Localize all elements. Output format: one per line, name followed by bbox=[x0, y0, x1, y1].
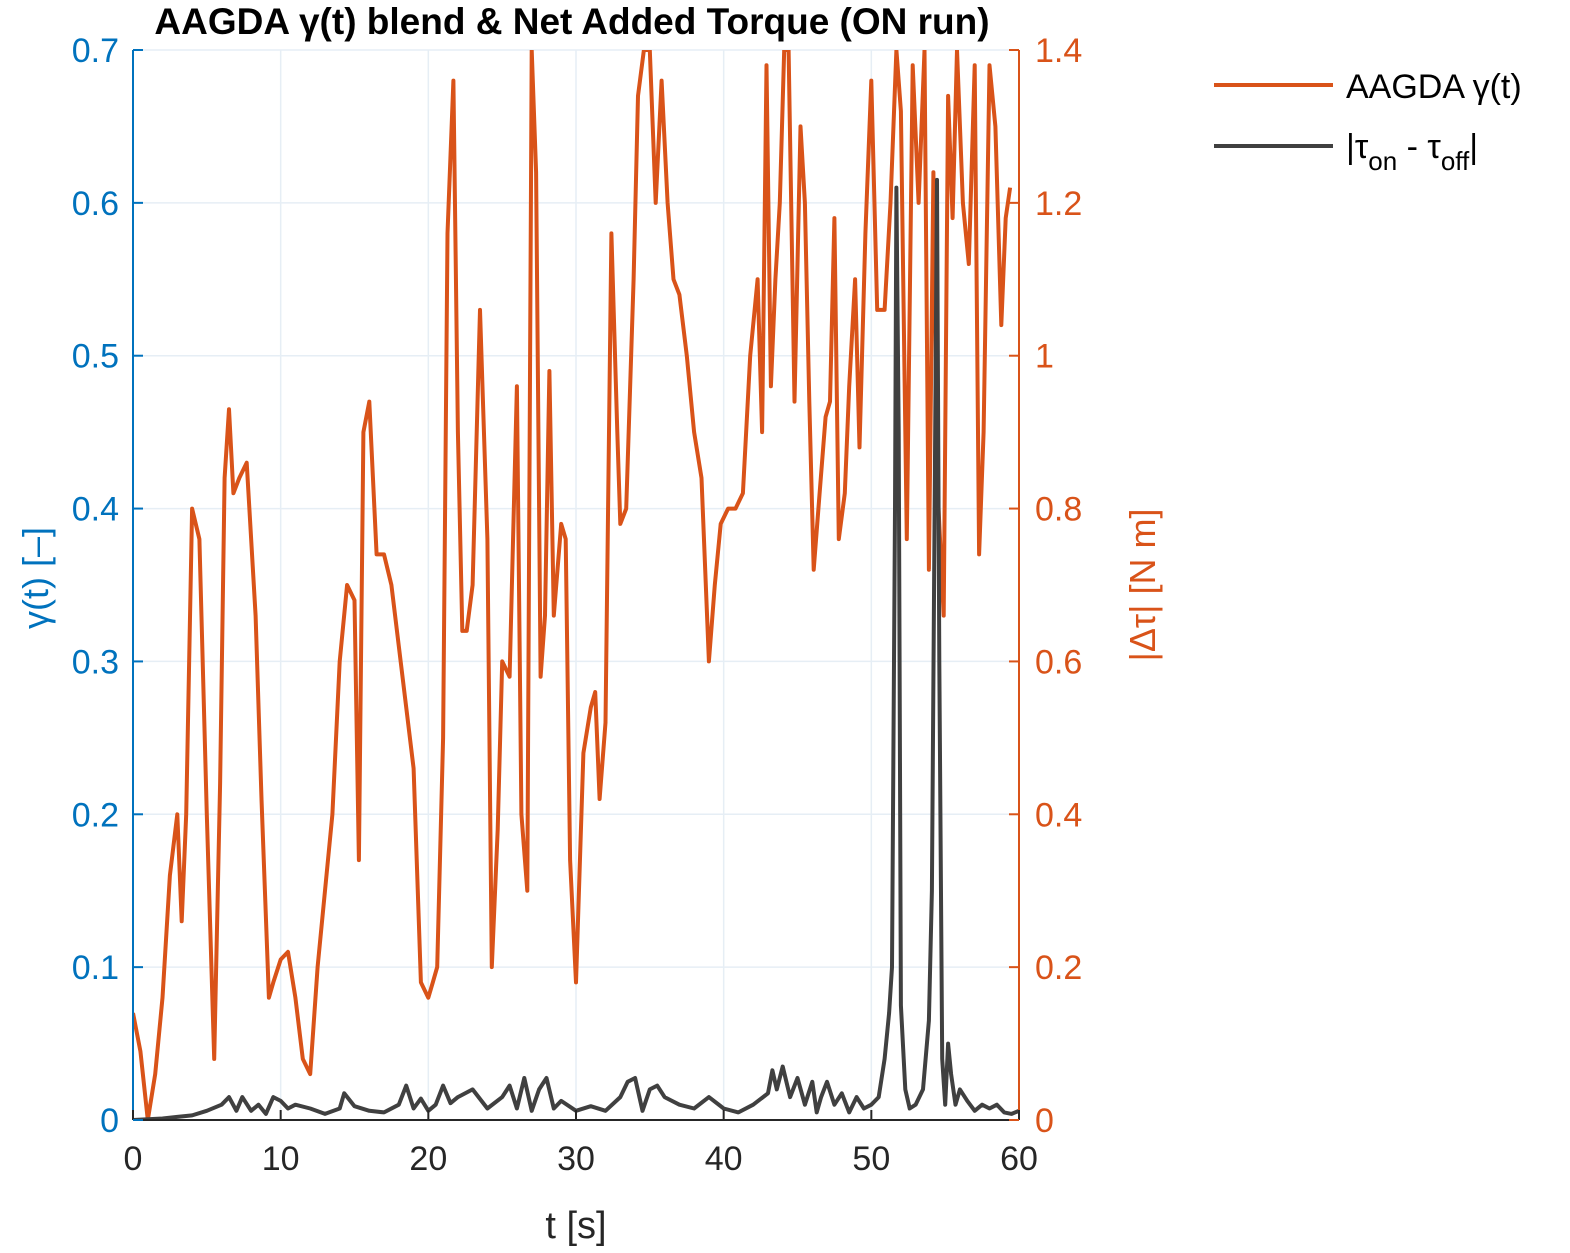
y-left-tick-label: 0.2 bbox=[72, 796, 119, 834]
legend: AAGDA γ(t) |τon - τoff| bbox=[1214, 68, 1522, 176]
y-right-tick-label: 0.6 bbox=[1035, 643, 1082, 681]
series-gamma-line bbox=[133, 50, 1013, 1120]
legend-torque-sub-on: on bbox=[1368, 146, 1397, 176]
legend-label-gamma: AAGDA γ(t) bbox=[1346, 68, 1522, 106]
legend-torque-part-1: |τ bbox=[1346, 128, 1369, 166]
y-axis-label-right: |Δτ| [N m] bbox=[1122, 509, 1163, 662]
legend-torque-part-2: - τ bbox=[1397, 128, 1441, 166]
y-right-tick-label: 0.2 bbox=[1035, 949, 1082, 987]
y-left-tick-label: 0.1 bbox=[72, 949, 119, 987]
x-tick-label: 20 bbox=[409, 1140, 447, 1178]
x-axis-label: t [s] bbox=[545, 1205, 606, 1247]
y-left-tick-label: 0.3 bbox=[72, 643, 119, 681]
y-right-tick-label: 1.2 bbox=[1035, 185, 1082, 223]
x-tick-label: 0 bbox=[124, 1140, 143, 1178]
grid bbox=[132, 49, 1020, 1121]
series-torque-line bbox=[133, 177, 1019, 1120]
y-right-tick-label: 0.8 bbox=[1035, 491, 1082, 529]
y-right-tick-label: 0.4 bbox=[1035, 796, 1082, 834]
y-left-tick-label: 0 bbox=[100, 1102, 119, 1140]
y-left-tick-label: 0.7 bbox=[72, 32, 119, 70]
y-left-tick-label: 0.4 bbox=[72, 491, 119, 529]
y-right-tick-label: 0 bbox=[1035, 1102, 1054, 1140]
x-tick-label: 60 bbox=[1000, 1140, 1038, 1178]
y-left-tick-label: 0.6 bbox=[72, 185, 119, 223]
legend-label-torque: |τon - τoff| bbox=[1346, 128, 1478, 176]
y-right-tick-label: 1 bbox=[1035, 338, 1054, 376]
x-tick-label: 30 bbox=[557, 1140, 595, 1178]
chart-title: AAGDA γ(t) blend & Net Added Torque (ON … bbox=[154, 1, 989, 42]
y-left-tick-label: 0.5 bbox=[72, 338, 119, 376]
x-tick-label: 40 bbox=[705, 1140, 743, 1178]
axis-ticks: 0 10 20 30 40 50 6000.10.20.30.40.50.60.700.20… bbox=[72, 32, 1083, 1178]
y-axis-label-left: γ(t) [–] bbox=[15, 527, 56, 629]
y-right-tick-label: 1.4 bbox=[1035, 32, 1082, 70]
legend-torque-part-3: | bbox=[1469, 128, 1478, 166]
legend-torque-sub-off: off bbox=[1441, 146, 1470, 176]
x-tick-label: 10 bbox=[262, 1140, 300, 1178]
x-tick-label: 50 bbox=[852, 1140, 890, 1178]
